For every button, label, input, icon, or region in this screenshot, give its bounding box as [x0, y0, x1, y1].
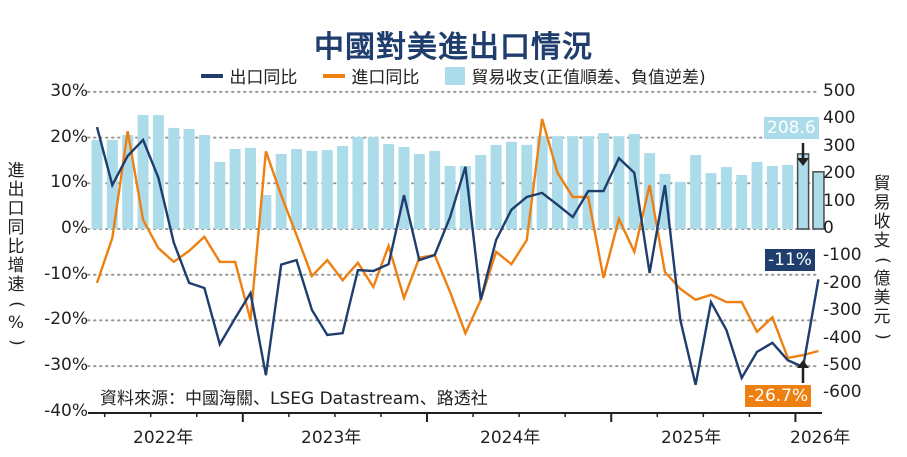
- y-tick-label-left: -30%: [44, 355, 88, 376]
- y-tick-label-right: 100: [823, 190, 856, 211]
- trade-balance-bar: [168, 127, 180, 229]
- arrow-down-head-icon: [797, 158, 809, 166]
- trade-balance-bar: [751, 161, 763, 229]
- trade-balance-bar: [413, 153, 425, 229]
- arrow-up-head-icon: [797, 360, 809, 368]
- y-tick-label-left: -20%: [44, 309, 88, 330]
- trade-balance-bar: [690, 155, 702, 229]
- legend-swatch-exports: [201, 73, 224, 78]
- legend-swatch-imports: [323, 73, 346, 78]
- trade-balance-bar: [659, 173, 671, 229]
- trade-balance-bar: [628, 133, 640, 229]
- trade-balance-bar: [490, 144, 502, 229]
- trade-balance-bar: [720, 167, 732, 229]
- y-axis-label-left: 進出口同比增速(%): [6, 161, 27, 346]
- callout-trade-balance: 208.6: [764, 117, 819, 139]
- y-tick-label-right: -500: [823, 355, 862, 375]
- y-tick-label-left: -10%: [44, 263, 88, 284]
- trade-balance-bar: [260, 195, 272, 229]
- x-tick-label: 2024年: [480, 428, 541, 448]
- trade-balance-bar: [291, 148, 303, 229]
- trade-balance-bar: [198, 135, 210, 229]
- y-tick-label-left: 10%: [50, 172, 88, 193]
- trade-balance-bar: [812, 171, 825, 230]
- callout-imports: -26.7%: [745, 385, 812, 407]
- legend-label-imports: 進口同比: [351, 68, 420, 88]
- trade-balance-bar: [567, 136, 579, 229]
- legend-item-trade-balance: 貿易收支(正值順差、負值逆差): [445, 63, 706, 88]
- trade-balance-bar: [214, 161, 226, 229]
- source-note: 資料來源：中國海關、LSEG Datastream、路透社: [100, 389, 488, 409]
- trade-balance-bar: [122, 135, 134, 229]
- y-tick-label-right: 500: [823, 81, 856, 101]
- trade-balance-bar: [367, 136, 379, 229]
- y-axis-label-right: 貿易收支(億美元): [872, 174, 893, 340]
- callout-exports: -11%: [765, 249, 815, 271]
- legend-label-exports: 出口同比: [229, 68, 298, 88]
- trade-balance-bar: [321, 150, 333, 229]
- y-tick-label-right: -300: [823, 300, 862, 321]
- trade-balance-bar: [245, 147, 256, 229]
- y-tick-label-right: -200: [823, 272, 862, 293]
- trade-balance-bar: [536, 136, 548, 229]
- y-tick-label-right: 0: [823, 218, 834, 238]
- trade-balance-bar: [229, 148, 241, 229]
- trade-balance-bar: [91, 139, 103, 229]
- y-tick-label-left: 30%: [50, 80, 88, 101]
- exports-yoy-line: [95, 126, 820, 386]
- legend-swatch-trade-balance: [445, 66, 466, 85]
- y-tick-label-right: 400: [823, 108, 856, 129]
- legend-item-exports: 出口同比: [201, 63, 297, 88]
- trade-balance-bar: [505, 141, 517, 229]
- trade-balance-bar: [398, 147, 410, 229]
- trade-balance-bar: [782, 164, 794, 229]
- y-tick-label-left: 0%: [61, 218, 88, 238]
- trade-balance-bar: [521, 144, 533, 229]
- trade-balance-bar: [766, 165, 778, 229]
- y-tick-label-right: -100: [823, 245, 862, 266]
- y-tick-label-right: -400: [823, 327, 862, 348]
- trade-balance-bar: [736, 175, 748, 229]
- y-tick-label-right: -600: [823, 382, 862, 403]
- trade-balance-bar: [306, 150, 318, 229]
- trade-balance-bar: [337, 145, 349, 229]
- x-tick-label: 2025年: [661, 428, 722, 448]
- trade-balance-bar: [613, 136, 625, 229]
- trade-balance-bar: [459, 165, 471, 229]
- trade-balance-bar: [137, 115, 149, 229]
- legend: 出口同比 進口同比 貿易收支(正值順差、負值逆差): [0, 63, 907, 88]
- trade-balance-bar: [674, 181, 686, 229]
- y-tick-label-right: 300: [823, 135, 856, 156]
- legend-item-imports: 進口同比: [323, 63, 419, 88]
- trade-balance-bar: [444, 165, 456, 229]
- x-tick-label: 2026年: [790, 428, 851, 448]
- trade-balance-bar: [552, 136, 563, 229]
- y-tick-label-left: -40%: [44, 400, 88, 421]
- x-tick-label: 2023年: [301, 428, 362, 448]
- trade-balance-bar: [152, 115, 164, 229]
- trade-balance-bar: [598, 133, 610, 229]
- trade-balance-bar: [383, 144, 395, 229]
- trade-balance-bar: [275, 153, 287, 229]
- x-tick-label: 2022年: [133, 428, 194, 448]
- trade-balance-bar: [352, 136, 364, 229]
- legend-label-trade-balance: 貿易收支(正值順差、負值逆差): [471, 68, 706, 88]
- y-tick-label-left: 20%: [50, 126, 88, 147]
- trade-balance-bar: [582, 136, 594, 229]
- trade-balance-bar: [475, 155, 487, 229]
- chart-title: 中國對美進出口情況: [314, 30, 593, 65]
- trade-balance-bar: [705, 173, 717, 229]
- trade-balance-bar: [183, 128, 195, 229]
- y-tick-label-right: 200: [823, 163, 856, 184]
- trade-balance-bar: [429, 150, 441, 229]
- imports-yoy-line: [95, 118, 819, 360]
